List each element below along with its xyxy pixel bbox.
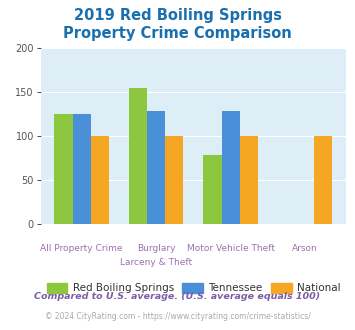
Text: Burglary: Burglary: [137, 244, 175, 253]
Bar: [203, 155, 222, 224]
Text: © 2024 CityRating.com - https://www.cityrating.com/crime-statistics/: © 2024 CityRating.com - https://www.city…: [45, 312, 310, 321]
Text: Larceny & Theft: Larceny & Theft: [120, 258, 192, 267]
Text: Compared to U.S. average. (U.S. average equals 100): Compared to U.S. average. (U.S. average …: [34, 292, 321, 301]
Bar: [91, 136, 109, 224]
Bar: [129, 87, 147, 224]
Bar: [73, 114, 91, 224]
Text: 2019 Red Boiling Springs: 2019 Red Boiling Springs: [73, 8, 282, 23]
Legend: Red Boiling Springs, Tennessee, National: Red Boiling Springs, Tennessee, National: [47, 282, 340, 293]
Text: All Property Crime: All Property Crime: [40, 244, 123, 253]
Text: Arson: Arson: [293, 244, 318, 253]
Bar: [222, 112, 240, 224]
Bar: [314, 136, 333, 224]
Bar: [147, 112, 165, 224]
Bar: [54, 114, 73, 224]
Bar: [165, 136, 184, 224]
Bar: [240, 136, 258, 224]
Text: Motor Vehicle Theft: Motor Vehicle Theft: [187, 244, 275, 253]
Text: Property Crime Comparison: Property Crime Comparison: [63, 26, 292, 41]
